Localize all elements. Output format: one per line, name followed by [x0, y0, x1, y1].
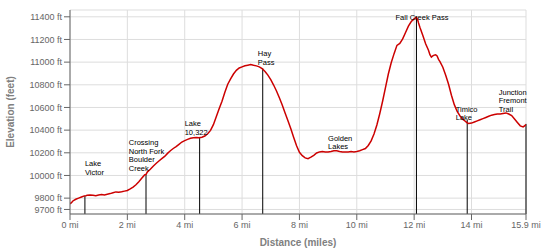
svg-text:14 mi: 14 mi: [461, 220, 483, 230]
svg-text:10400 ft: 10400 ft: [29, 125, 62, 135]
svg-text:11000 ft: 11000 ft: [30, 57, 62, 67]
svg-text:8 mi: 8 mi: [291, 220, 308, 230]
svg-text:0 mi: 0 mi: [61, 220, 78, 230]
svg-text:10600 ft: 10600 ft: [29, 103, 62, 113]
svg-text:9800 ft: 9800 ft: [34, 193, 62, 203]
svg-text:GoldenLakes: GoldenLakes: [328, 134, 352, 152]
svg-text:Fall Creek Pass: Fall Creek Pass: [396, 13, 449, 22]
svg-text:HayPass: HayPass: [258, 49, 275, 66]
svg-text:15.9 mi: 15.9 mi: [511, 220, 541, 230]
svg-text:9700 ft: 9700 ft: [34, 205, 62, 215]
svg-text:Elevation (feet): Elevation (feet): [8, 76, 16, 148]
svg-text:LakeVictor: LakeVictor: [85, 159, 105, 177]
svg-text:TimicoLake: TimicoLake: [456, 105, 478, 123]
svg-text:11200 ft: 11200 ft: [30, 35, 62, 45]
svg-text:10 mi: 10 mi: [346, 220, 368, 230]
svg-text:CrossingNorth ForkBoulderCreek: CrossingNorth ForkBoulderCreek: [129, 138, 165, 173]
svg-text:Distance (miles): Distance (miles): [260, 237, 337, 248]
svg-text:JunctionFremontTrail: JunctionFremontTrail: [499, 88, 528, 114]
svg-text:2 mi: 2 mi: [119, 220, 136, 230]
svg-text:6 mi: 6 mi: [234, 220, 251, 230]
svg-text:10200 ft: 10200 ft: [29, 148, 62, 158]
svg-text:10000 ft: 10000 ft: [29, 171, 62, 181]
svg-text:12 mi: 12 mi: [403, 220, 425, 230]
svg-text:11400 ft: 11400 ft: [30, 12, 62, 22]
svg-text:4 mi: 4 mi: [176, 220, 193, 230]
svg-text:Lake10,322: Lake10,322: [185, 119, 208, 137]
svg-text:10800 ft: 10800 ft: [29, 80, 62, 90]
